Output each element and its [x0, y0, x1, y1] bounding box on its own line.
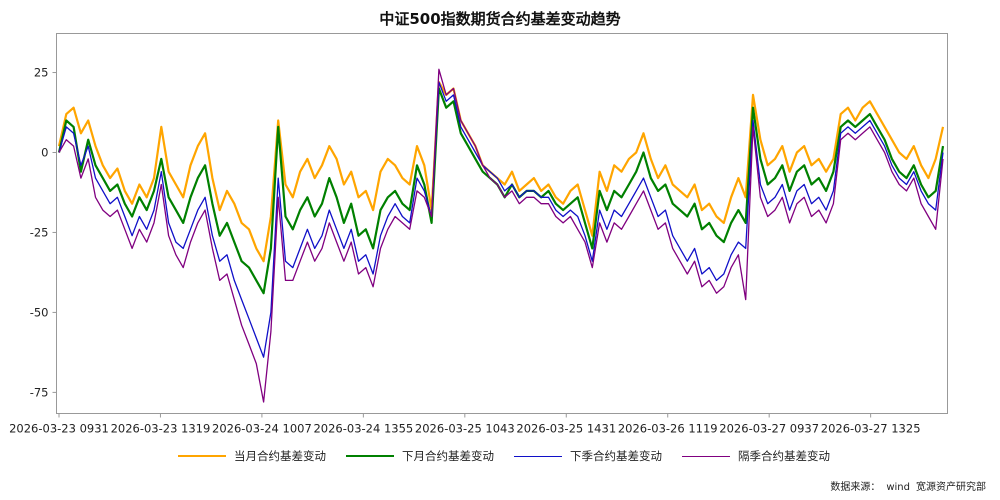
legend-line-icon	[346, 455, 394, 457]
y-tick-label: 25	[34, 66, 49, 80]
source-label: 数据来源：	[830, 482, 881, 493]
x-tick-label: 2026-03-25 1043	[415, 422, 515, 436]
x-axis: 2026-03-23 0931 2026-03-23 1319 2026-03-24…	[9, 413, 921, 436]
y-axis: 25 0 -25 -50 -75	[30, 66, 57, 399]
x-tick-label: 2026-03-24 1355	[313, 422, 413, 436]
x-tick-label: 2026-03-27 0937	[719, 422, 819, 436]
legend-line-icon	[178, 455, 226, 457]
legend-label: 下月合约基差变动	[402, 449, 494, 463]
legend-label: 下季合约基差变动	[570, 449, 662, 463]
legend-item-current-month: 当月合约基差变动	[178, 448, 326, 464]
x-tick-label: 2026-03-25 1431	[516, 422, 616, 436]
legend-item-far-quarter: 隔季合约基差变动	[682, 448, 830, 464]
legend-line-icon	[682, 455, 730, 457]
x-tick-label: 2026-03-23 1319	[111, 422, 211, 436]
x-tick-label: 2026-03-27 1325	[821, 422, 921, 436]
data-source-note: 数据来源： wind 宽源资产研究部	[824, 478, 986, 493]
chart-title: 中证500指数期货合约基差变动趋势	[379, 10, 621, 28]
legend-item-next-month: 下月合约基差变动	[346, 448, 494, 464]
y-tick-label: -50	[30, 305, 49, 319]
x-tick-label: 2026-03-23 0931	[9, 422, 109, 436]
y-tick-label: -75	[30, 385, 49, 399]
legend-label: 当月合约基差变动	[234, 449, 326, 463]
organization: 宽源资产研究部	[916, 482, 986, 493]
y-tick-label: -25	[30, 225, 49, 239]
series-layer	[57, 68, 945, 403]
y-tick-label: 0	[41, 145, 48, 159]
legend-line-icon	[514, 455, 562, 457]
source-name: wind	[886, 482, 910, 493]
legend-item-next-quarter: 下季合约基差变动	[514, 448, 662, 464]
legend-label: 隔季合约基差变动	[738, 449, 830, 463]
x-tick-label: 2026-03-26 1119	[618, 422, 718, 436]
series-line-2	[58, 81, 944, 358]
x-tick-label: 2026-03-24 1007	[212, 422, 312, 436]
series-line-3	[58, 68, 944, 403]
legend: 当月合约基差变动 下月合约基差变动 下季合约基差变动 隔季合约基差变动	[178, 448, 850, 464]
plot-frame	[56, 33, 948, 414]
series-line-0	[57, 80, 945, 263]
